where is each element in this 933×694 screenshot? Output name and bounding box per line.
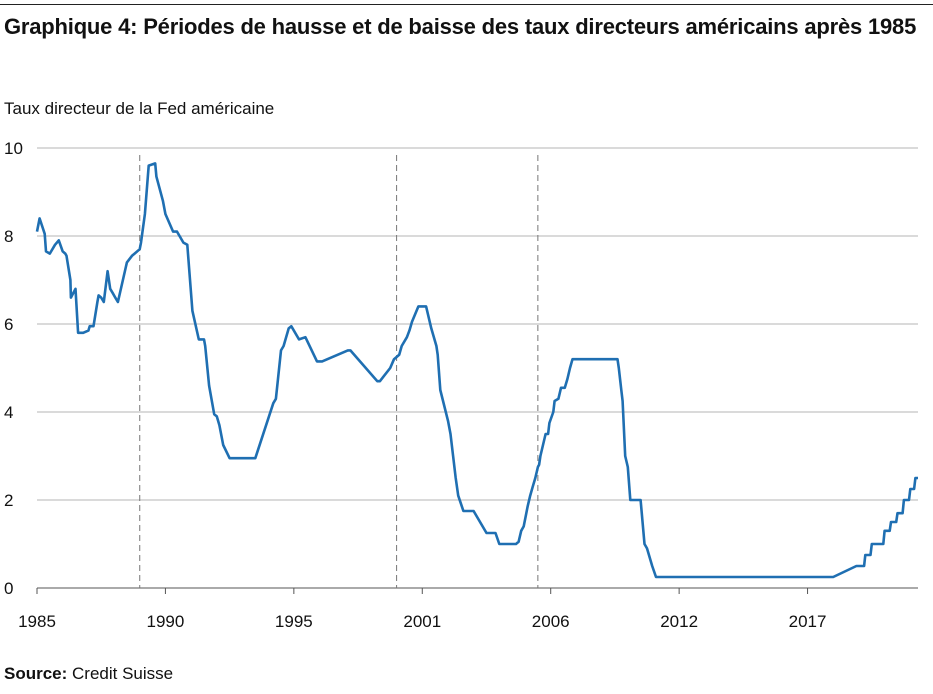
y-tick-label: 6	[4, 315, 13, 334]
x-tick-label: 2017	[789, 612, 827, 631]
vertical-markers	[139, 155, 539, 588]
series-group	[35, 162, 918, 579]
y-axis-label: Taux directeur de la Fed américaine	[4, 99, 275, 118]
x-tick-label: 2001	[403, 612, 441, 631]
y-tick-label: 10	[4, 139, 23, 158]
top-rule	[0, 4, 933, 5]
x-tick-labels: 1985 1990 1995 2001 2006 2012 2017	[18, 588, 826, 631]
x-tick-label: 2006	[532, 612, 570, 631]
chart-title: Graphique 4: Périodes de hausse et de ba…	[4, 14, 917, 39]
y-tick-labels: 0 2 4 6 8 10	[4, 139, 23, 598]
source-label: Source:	[4, 664, 68, 683]
x-tick-label: 1985	[18, 612, 56, 631]
source-text: Credit Suisse	[67, 664, 174, 683]
x-tick-label: 1990	[147, 612, 185, 631]
x-tick-label: 2012	[660, 612, 698, 631]
y-tick-label: 4	[4, 403, 13, 422]
y-tick-label: 0	[4, 579, 13, 598]
y-tick-label: 2	[4, 491, 13, 510]
x-tick-label: 1995	[275, 612, 313, 631]
series-line-0	[35, 162, 918, 579]
gridlines	[37, 147, 918, 589]
y-tick-label: 8	[4, 227, 13, 246]
source-note: Source: Credit Suisse	[4, 664, 173, 684]
